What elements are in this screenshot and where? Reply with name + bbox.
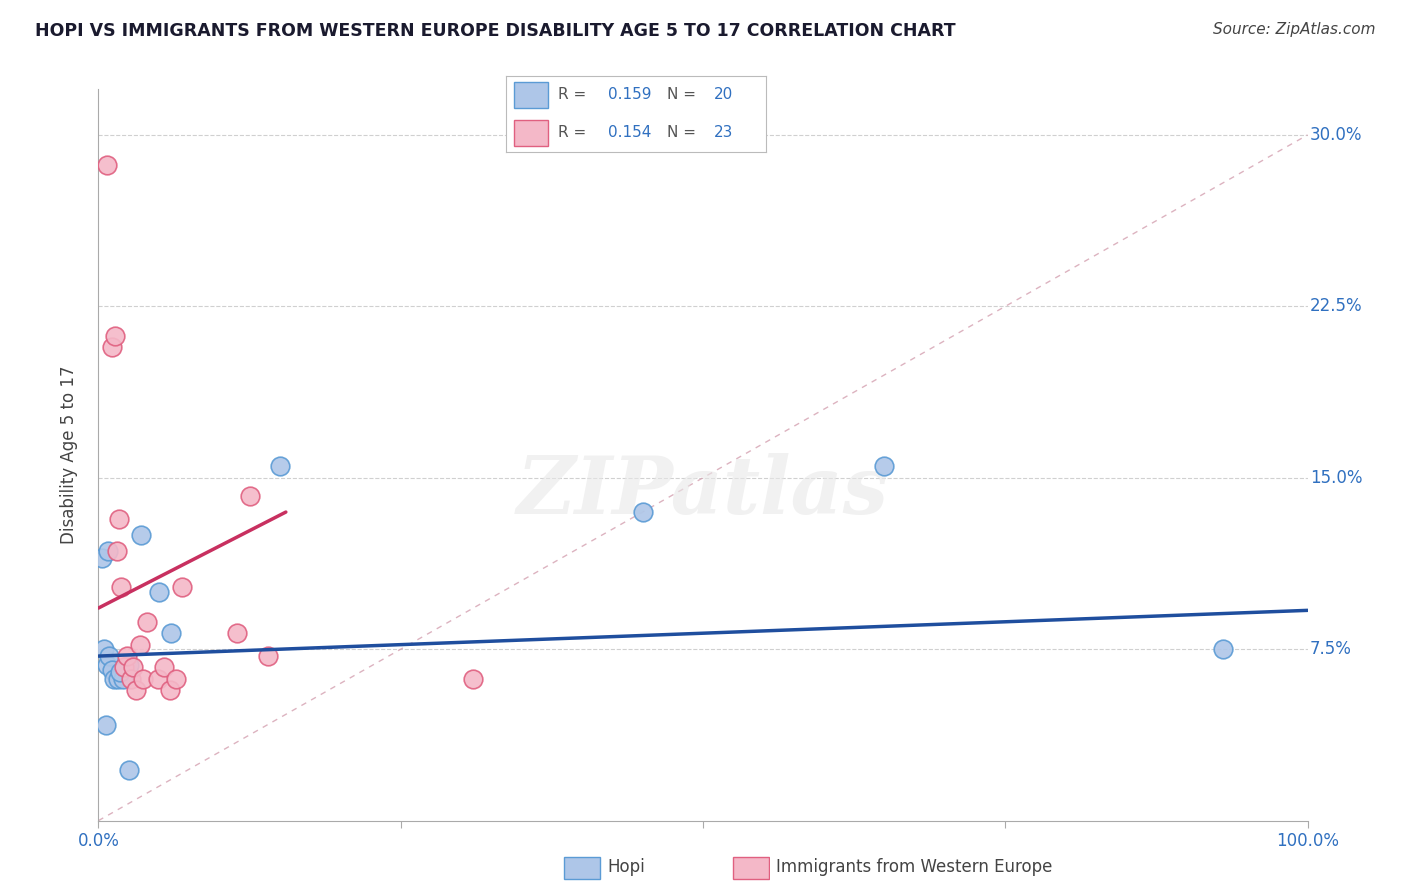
Text: 22.5%: 22.5% bbox=[1310, 297, 1362, 316]
Point bbox=[98, 649, 121, 664]
Point bbox=[100, 663, 122, 677]
Point bbox=[170, 581, 193, 595]
Point bbox=[159, 683, 181, 698]
Text: 20: 20 bbox=[714, 87, 734, 103]
Point bbox=[96, 658, 118, 673]
Point bbox=[463, 672, 485, 686]
Point bbox=[96, 158, 118, 172]
Point bbox=[239, 489, 262, 503]
Text: 30.0%: 30.0% bbox=[1310, 126, 1362, 144]
Point bbox=[132, 672, 155, 686]
Text: Immigrants from Western Europe: Immigrants from Western Europe bbox=[776, 858, 1053, 876]
Point bbox=[91, 550, 114, 565]
Point bbox=[117, 649, 139, 664]
Point bbox=[118, 764, 141, 778]
Point bbox=[100, 341, 122, 355]
Point bbox=[108, 665, 131, 679]
Point bbox=[135, 615, 157, 629]
Text: R =: R = bbox=[558, 87, 592, 103]
Text: R =: R = bbox=[558, 125, 592, 140]
Point bbox=[148, 585, 170, 599]
Text: 0.154: 0.154 bbox=[607, 125, 651, 140]
Text: HOPI VS IMMIGRANTS FROM WESTERN EUROPE DISABILITY AGE 5 TO 17 CORRELATION CHART: HOPI VS IMMIGRANTS FROM WESTERN EUROPE D… bbox=[35, 22, 956, 40]
Point bbox=[226, 626, 249, 640]
Point bbox=[120, 672, 142, 686]
Text: Hopi: Hopi bbox=[607, 858, 645, 876]
Point bbox=[129, 528, 152, 542]
Point bbox=[103, 672, 125, 686]
Text: 15.0%: 15.0% bbox=[1310, 469, 1362, 487]
Point bbox=[108, 512, 131, 526]
Text: N =: N = bbox=[668, 125, 702, 140]
Point bbox=[873, 459, 896, 474]
Text: Source: ZipAtlas.com: Source: ZipAtlas.com bbox=[1212, 22, 1375, 37]
Point bbox=[128, 638, 150, 652]
Point bbox=[93, 642, 115, 657]
Point bbox=[107, 672, 129, 686]
Text: 23: 23 bbox=[714, 125, 734, 140]
Point bbox=[104, 329, 127, 343]
Point bbox=[97, 544, 120, 558]
Point bbox=[105, 544, 128, 558]
Point bbox=[118, 658, 141, 673]
Point bbox=[110, 581, 132, 595]
Point bbox=[631, 505, 654, 519]
Bar bbox=[515, 120, 548, 145]
Bar bbox=[515, 82, 548, 108]
Text: 0.159: 0.159 bbox=[607, 87, 651, 103]
Point bbox=[160, 626, 183, 640]
Bar bbox=[733, 857, 769, 879]
Point bbox=[1212, 642, 1234, 657]
Point bbox=[122, 660, 145, 674]
Point bbox=[152, 660, 174, 674]
Text: N =: N = bbox=[668, 87, 702, 103]
Point bbox=[256, 649, 278, 664]
Point bbox=[111, 672, 134, 686]
Point bbox=[146, 672, 169, 686]
Bar bbox=[564, 857, 600, 879]
Text: ZIPatlas: ZIPatlas bbox=[517, 453, 889, 530]
Point bbox=[165, 672, 187, 686]
Y-axis label: Disability Age 5 to 17: Disability Age 5 to 17 bbox=[59, 366, 77, 544]
Point bbox=[269, 459, 291, 474]
Point bbox=[112, 660, 135, 674]
Point bbox=[125, 683, 148, 698]
Text: 7.5%: 7.5% bbox=[1310, 640, 1353, 658]
Point bbox=[94, 717, 117, 731]
